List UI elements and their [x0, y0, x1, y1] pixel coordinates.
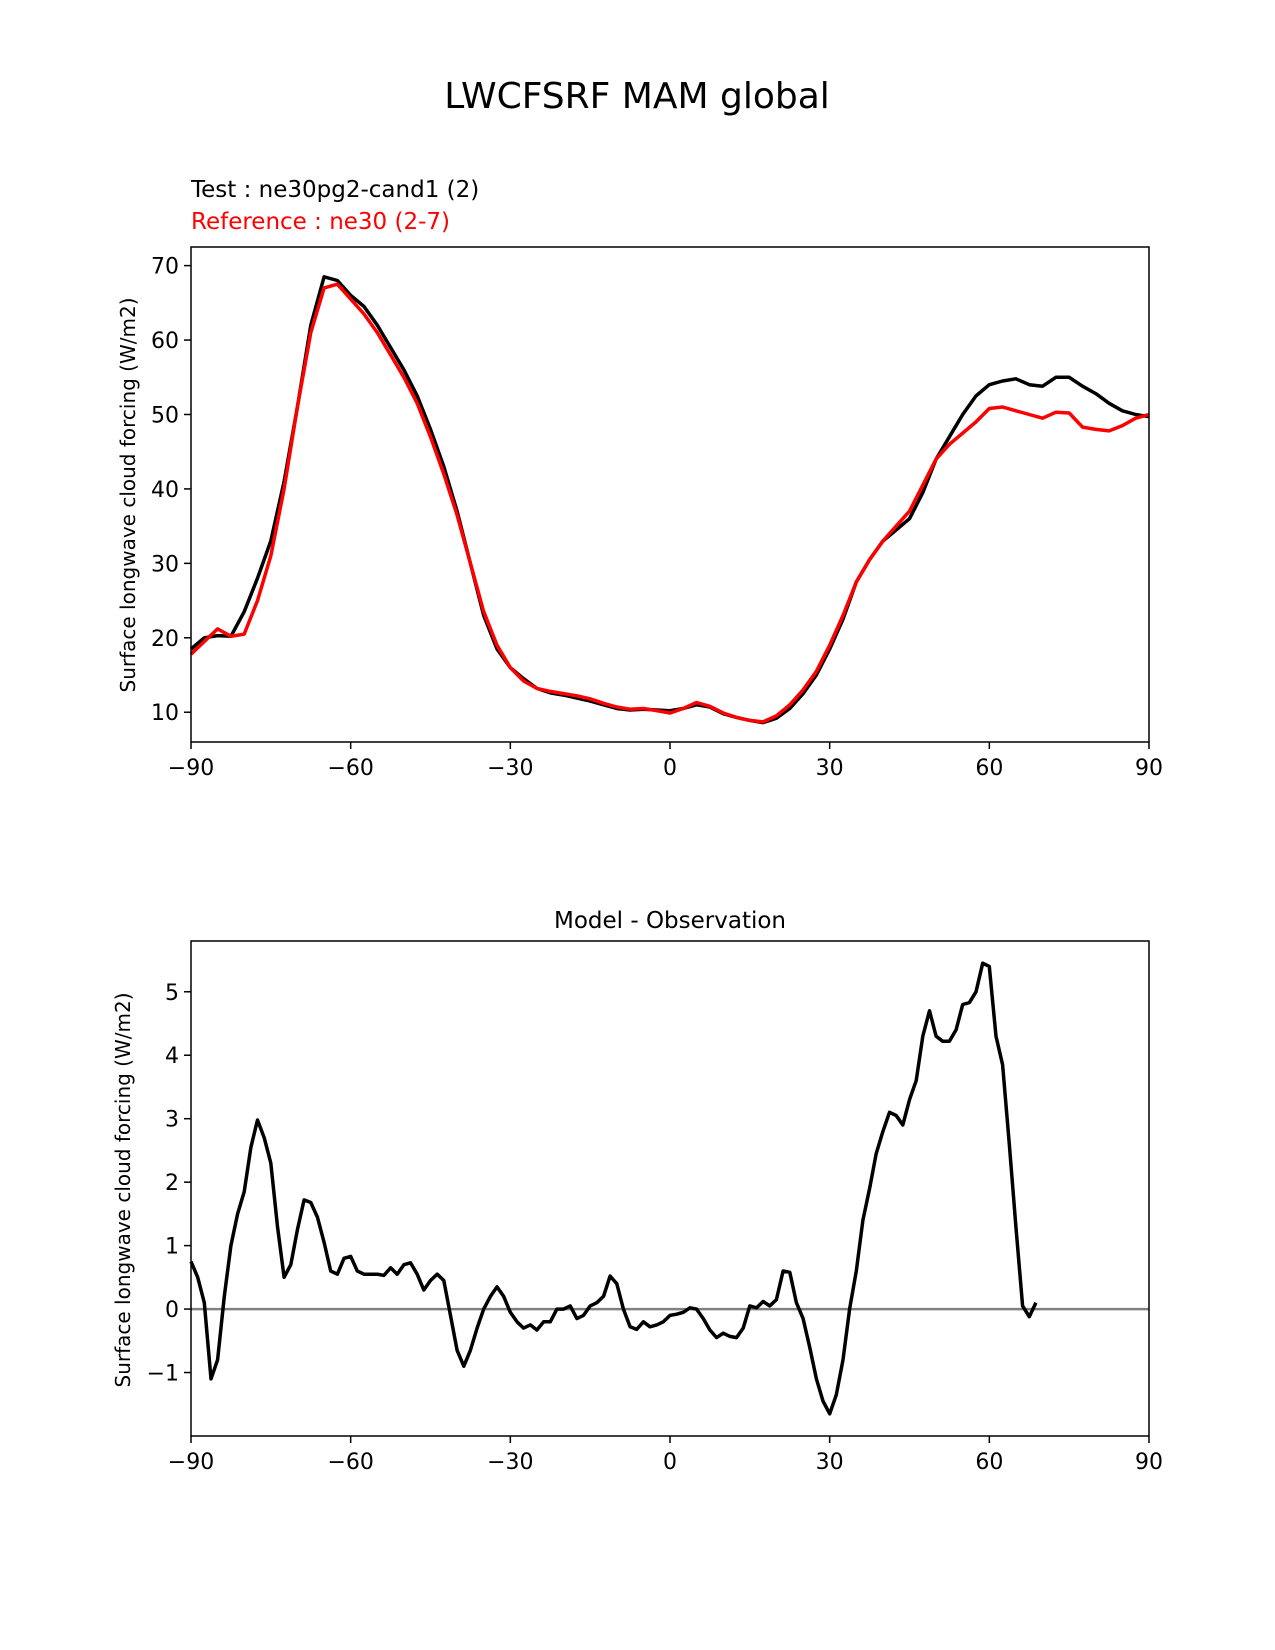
difference-series-line: [189, 961, 1038, 1416]
bottom-ytick-label: 0: [165, 1298, 179, 1323]
bottom-plot-frame: [190, 940, 1150, 1437]
top-ytick-label: 30: [151, 552, 179, 577]
top-xtick-labels: −90 −60 −30 0 30 60 90: [168, 742, 1163, 781]
bottom-xtick-label: 90: [1135, 1450, 1163, 1475]
bottom-xtick-label: −30: [487, 1450, 533, 1475]
reference-series-line: [189, 282, 1150, 724]
reference-legend-label: Reference : ne30 (2-7): [191, 209, 450, 235]
top-ytick-label: 60: [151, 329, 179, 354]
top-ytick-labels: 10 20 30 40 50 60 70: [151, 255, 191, 726]
bottom-ytick-label: 4: [165, 1044, 179, 1069]
bottom-xtick-label: 60: [975, 1450, 1003, 1475]
top-xtick-label: 90: [1135, 756, 1163, 781]
top-xtick-label: −90: [168, 756, 214, 781]
figure-title: LWCFSRF MAM global: [444, 76, 830, 117]
top-xtick-label: −30: [487, 756, 533, 781]
bottom-ytick-label: 3: [165, 1108, 179, 1133]
top-plot-frame: [190, 246, 1150, 743]
bottom-ytick-label: 2: [165, 1171, 179, 1196]
bottom-ylabel: Surface longwave cloud forcing (W/m2): [111, 992, 135, 1387]
top-xtick-label: 30: [816, 756, 844, 781]
bottom-xtick-label: 30: [816, 1450, 844, 1475]
top-ylabel: Surface longwave cloud forcing (W/m2): [116, 297, 140, 692]
top-ytick-label: 10: [151, 701, 179, 726]
top-panel: Test : ne30pg2-cand1 (2) Reference : ne3…: [116, 177, 1163, 781]
bottom-ytick-label: 1: [165, 1235, 179, 1260]
top-xtick-label: 0: [663, 756, 677, 781]
top-ytick-label: 50: [151, 403, 179, 428]
bottom-ytick-labels: −1 0 1 2 3 4 5: [147, 981, 191, 1387]
top-ytick-label: 70: [151, 255, 179, 280]
top-xtick-label: 60: [975, 756, 1003, 781]
bottom-xtick-label: −60: [327, 1450, 373, 1475]
top-ytick-label: 20: [151, 627, 179, 652]
bottom-panel-title: Model - Observation: [554, 908, 786, 934]
test-legend-label: Test : ne30pg2-cand1 (2): [190, 177, 479, 203]
bottom-ytick-label: −1: [147, 1362, 179, 1387]
bottom-xtick-label: 0: [663, 1450, 677, 1475]
test-series-line: [189, 275, 1150, 725]
bottom-xtick-labels: −90 −60 −30 0 30 60 90: [168, 1436, 1163, 1475]
top-ytick-label: 40: [151, 478, 179, 503]
bottom-panel: Model - Observation −1 0 1 2 3 4 5 −90 −60 −30 0 3…: [111, 908, 1163, 1475]
bottom-xtick-label: −90: [168, 1450, 214, 1475]
bottom-ytick-label: 5: [165, 981, 179, 1006]
top-xtick-label: −60: [327, 756, 373, 781]
